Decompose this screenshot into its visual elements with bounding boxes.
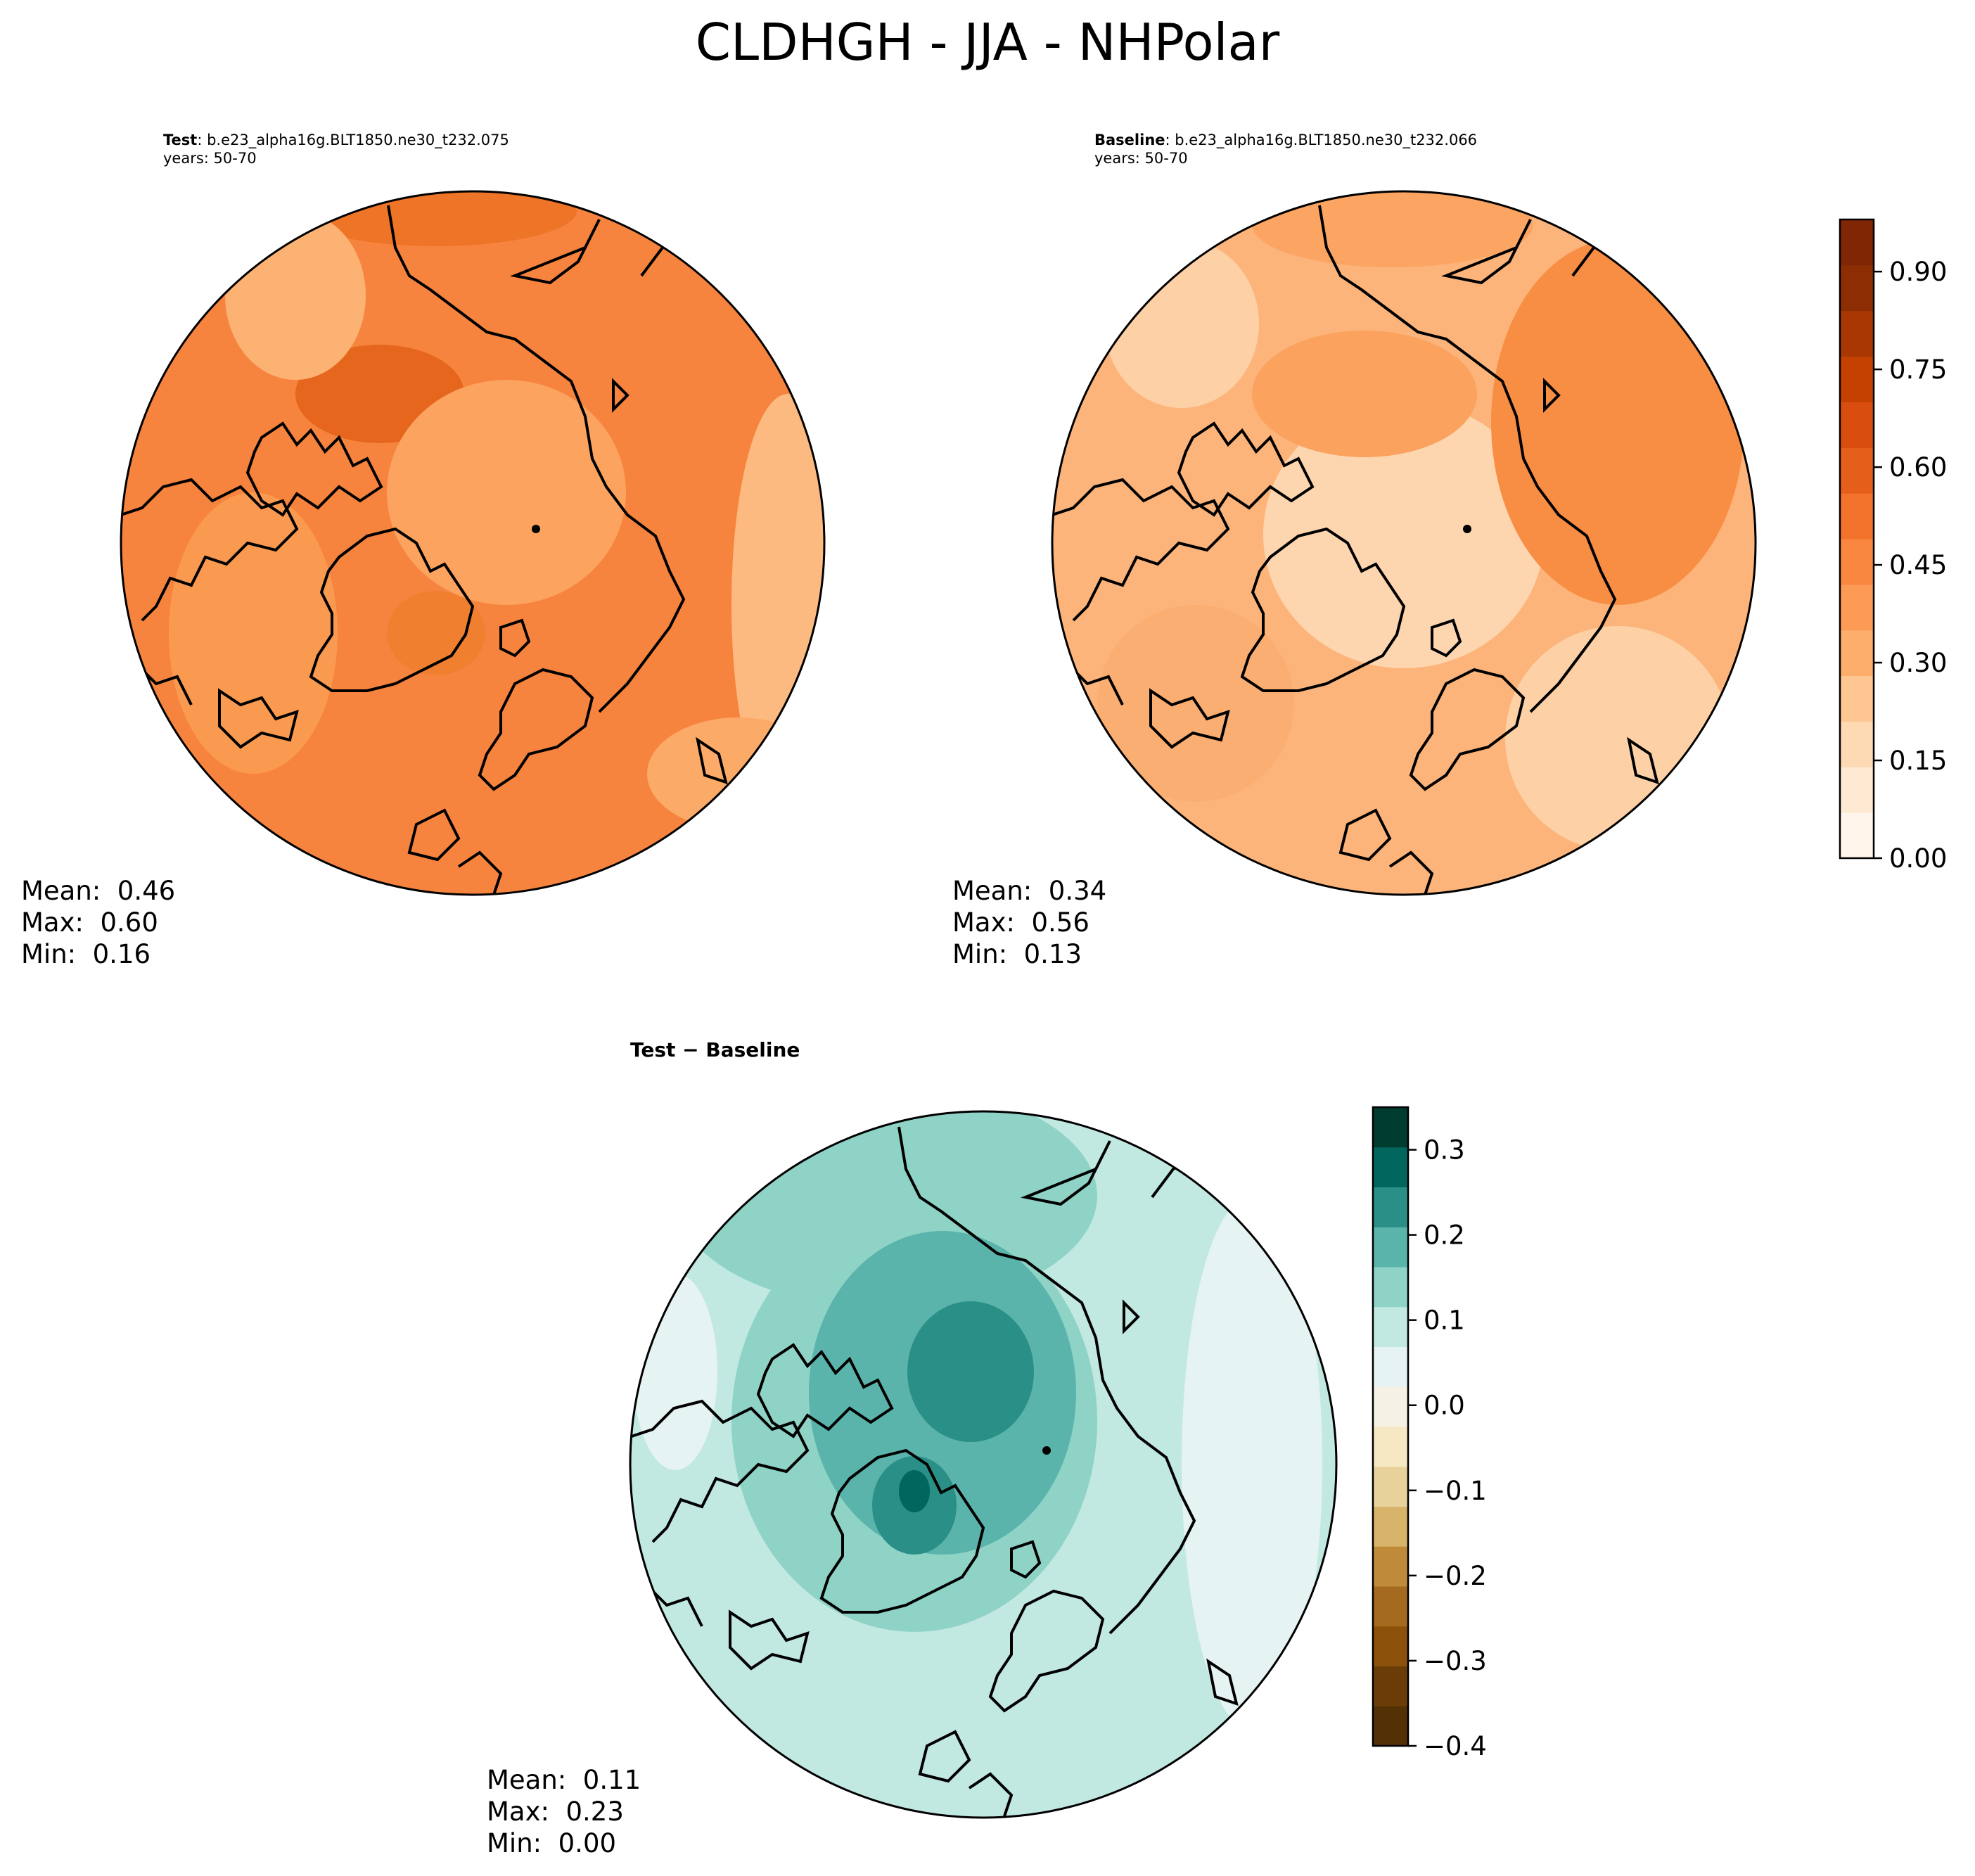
colorbar-segment xyxy=(1373,1227,1408,1268)
test-years: years: 50-70 xyxy=(163,150,257,167)
colorbar-segment xyxy=(1840,539,1874,585)
baseline-years: years: 50-70 xyxy=(1094,150,1188,167)
colorbar-segment xyxy=(1373,1346,1408,1387)
colorbar-segment xyxy=(1373,1427,1408,1467)
colorbar-tick-label: −0.4 xyxy=(1424,1731,1487,1761)
colorbar-tick-label: 0.15 xyxy=(1889,746,1947,776)
main-colorbar-ticks: 0.00 0.15 0.30 0.45 0.60 0.75 0.90 xyxy=(1874,257,1947,874)
colorbar-tick-label: 0.90 xyxy=(1889,257,1947,287)
colorbar-tick-label: 0.45 xyxy=(1889,550,1947,580)
colorbar-segment xyxy=(1373,1147,1408,1187)
colorbar-segment xyxy=(1840,675,1874,722)
test-max: Max: 0.60 xyxy=(21,907,158,938)
diff-stats: Mean: 0.11 Max: 0.23 Min: 0.00 xyxy=(487,1764,641,1859)
colorbar-tick-label: −0.3 xyxy=(1424,1646,1487,1676)
colorbar-tick-label: 0.75 xyxy=(1889,355,1947,385)
colorbar-segment xyxy=(1840,721,1874,767)
baseline-stats: Mean: 0.34 Max: 0.56 Min: 0.13 xyxy=(952,875,1106,970)
colorbar-segment xyxy=(1373,1107,1408,1148)
diff-max: Max: 0.23 xyxy=(487,1797,624,1827)
diff-colorbar-ticks: 0.3 0.2 0.1 0.0 −0.1 −0.2 −0.3 −0.4 xyxy=(1408,1135,1487,1761)
baseline-min: Min: 0.13 xyxy=(952,939,1082,969)
colorbar-segment xyxy=(1840,584,1874,631)
colorbar-segment xyxy=(1373,1546,1408,1587)
colorbar-tick-label: −0.2 xyxy=(1424,1561,1487,1591)
colorbar-segment xyxy=(1840,356,1874,402)
diff-map xyxy=(630,1111,1336,1818)
colorbar-tick-label: 0.2 xyxy=(1424,1220,1465,1251)
colorbar-segment xyxy=(1373,1386,1408,1427)
colorbar-tick-label: 0.60 xyxy=(1889,452,1947,483)
test-label: Test xyxy=(163,132,198,148)
test-min: Min: 0.16 xyxy=(21,939,151,969)
main-colorbar xyxy=(1840,219,1874,859)
colorbar-tick-label: 0.00 xyxy=(1889,843,1947,874)
colorbar-segment xyxy=(1840,264,1874,312)
colorbar-segment xyxy=(1840,310,1874,357)
test-case: : b.e23_alpha16g.BLT1850.ne30_t232.075 xyxy=(197,132,509,148)
baseline-case: : b.e23_alpha16g.BLT1850.ne30_t232.066 xyxy=(1165,132,1478,148)
colorbar-segment xyxy=(1840,219,1874,266)
test-mean: Mean: 0.46 xyxy=(21,876,176,906)
baseline-mean: Mean: 0.34 xyxy=(952,876,1107,906)
colorbar-segment xyxy=(1840,447,1874,494)
diff-min: Min: 0.00 xyxy=(487,1828,617,1858)
baseline-max: Max: 0.56 xyxy=(952,907,1089,938)
colorbar-segment xyxy=(1373,1666,1408,1706)
colorbar-segment xyxy=(1373,1267,1408,1308)
colorbar-segment xyxy=(1373,1586,1408,1627)
colorbar-tick-label: 0.0 xyxy=(1424,1391,1465,1421)
colorbar-segment xyxy=(1373,1506,1408,1547)
colorbar-segment xyxy=(1373,1706,1408,1747)
diff-mean: Mean: 0.11 xyxy=(487,1765,641,1795)
colorbar-segment xyxy=(1840,402,1874,448)
colorbar-segment xyxy=(1373,1466,1408,1507)
diff-title: Test − Baseline xyxy=(630,1038,800,1061)
figure-title: CLDHGH - JJA - NHPolar xyxy=(695,13,1280,72)
colorbar-segment xyxy=(1840,630,1874,677)
colorbar-segment xyxy=(1840,767,1874,813)
colorbar-tick-label: 0.3 xyxy=(1424,1135,1465,1166)
test-subtitle: Test: b.e23_alpha16g.BLT1850.ne30_t232.0… xyxy=(163,131,509,167)
colorbar-tick-label: 0.1 xyxy=(1424,1306,1465,1336)
baseline-map xyxy=(1052,191,1756,895)
colorbar-segment xyxy=(1840,812,1874,859)
baseline-label: Baseline xyxy=(1094,132,1165,148)
baseline-subtitle: Baseline: b.e23_alpha16g.BLT1850.ne30_t2… xyxy=(1094,131,1477,167)
colorbar-segment xyxy=(1373,1306,1408,1347)
colorbar-segment xyxy=(1373,1187,1408,1227)
test-stats: Mean: 0.46 Max: 0.60 Min: 0.16 xyxy=(21,875,175,970)
colorbar-segment xyxy=(1373,1626,1408,1666)
diff-colorbar xyxy=(1373,1107,1408,1747)
colorbar-tick-label: −0.1 xyxy=(1424,1476,1487,1506)
test-map xyxy=(121,191,824,895)
colorbar-segment xyxy=(1840,493,1874,540)
colorbar-tick-label: 0.30 xyxy=(1889,648,1947,678)
